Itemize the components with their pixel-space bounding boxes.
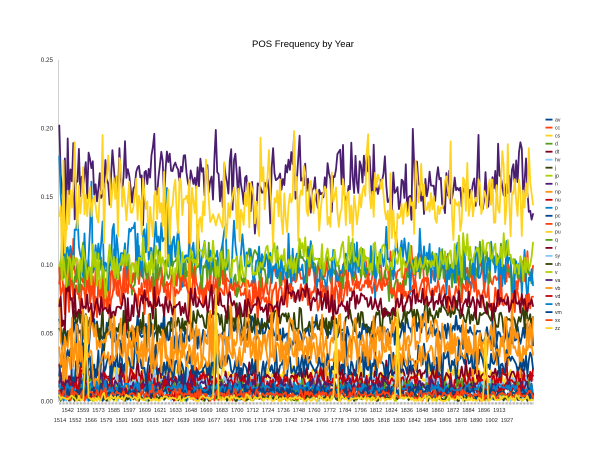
svg-text:1836: 1836 [401, 408, 413, 414]
svg-text:1648: 1648 [185, 408, 197, 414]
svg-text:1677: 1677 [208, 418, 220, 424]
svg-text:p: p [555, 206, 558, 212]
svg-text:1805: 1805 [362, 418, 374, 424]
svg-text:vh: vh [555, 302, 561, 308]
svg-text:1778: 1778 [331, 418, 343, 424]
svg-text:pp: pp [555, 222, 561, 228]
svg-text:1860: 1860 [431, 408, 443, 414]
svg-text:1748: 1748 [293, 408, 305, 414]
svg-text:1609: 1609 [139, 408, 151, 414]
svg-text:dt: dt [555, 150, 560, 156]
svg-text:1712: 1712 [246, 408, 258, 414]
svg-text:xx: xx [555, 318, 561, 324]
svg-text:1627: 1627 [162, 418, 174, 424]
svg-text:1890: 1890 [470, 418, 482, 424]
svg-text:va: va [555, 278, 561, 284]
svg-text:d: d [555, 142, 558, 148]
svg-text:j: j [554, 166, 556, 172]
svg-text:1866: 1866 [439, 418, 451, 424]
svg-text:0.00: 0.00 [41, 399, 54, 406]
svg-text:1597: 1597 [123, 408, 135, 414]
svg-text:0.10: 0.10 [41, 262, 54, 269]
svg-text:1790: 1790 [347, 418, 359, 424]
svg-text:1927: 1927 [501, 418, 513, 424]
svg-text:1585: 1585 [108, 408, 120, 414]
svg-text:0.20: 0.20 [41, 126, 54, 133]
svg-text:zz: zz [555, 326, 561, 332]
svg-text:jp: jp [554, 174, 559, 180]
svg-text:1796: 1796 [354, 408, 366, 414]
svg-text:1639: 1639 [177, 418, 189, 424]
svg-text:vm: vm [555, 310, 562, 316]
svg-text:1854: 1854 [424, 418, 436, 424]
svg-text:1902: 1902 [485, 418, 497, 424]
svg-text:1872: 1872 [447, 408, 459, 414]
svg-text:1736: 1736 [277, 408, 289, 414]
svg-text:1724: 1724 [262, 408, 274, 414]
svg-text:1669: 1669 [200, 408, 212, 414]
svg-text:1691: 1691 [223, 418, 235, 424]
svg-text:1718: 1718 [254, 418, 266, 424]
svg-text:1552: 1552 [69, 418, 81, 424]
svg-text:1621: 1621 [154, 408, 166, 414]
svg-text:1896: 1896 [478, 408, 490, 414]
svg-text:1566: 1566 [85, 418, 97, 424]
svg-text:v: v [555, 270, 558, 276]
svg-text:av: av [555, 117, 561, 123]
svg-text:POS Frequency by Year: POS Frequency by Year [252, 39, 354, 50]
svg-text:sy: sy [555, 254, 561, 260]
svg-text:1842: 1842 [408, 418, 420, 424]
svg-text:0.05: 0.05 [41, 330, 54, 337]
svg-text:hv: hv [555, 158, 561, 164]
svg-text:1591: 1591 [115, 418, 127, 424]
svg-text:cs: cs [555, 133, 561, 139]
svg-text:1742: 1742 [285, 418, 297, 424]
svg-text:1884: 1884 [462, 408, 474, 414]
svg-text:1754: 1754 [300, 418, 312, 424]
svg-text:1812: 1812 [370, 408, 382, 414]
svg-text:1766: 1766 [316, 418, 328, 424]
svg-text:np: np [555, 190, 561, 196]
svg-text:1683: 1683 [216, 408, 228, 414]
svg-text:n: n [555, 182, 558, 188]
svg-text:1730: 1730 [270, 418, 282, 424]
svg-text:1615: 1615 [146, 418, 158, 424]
svg-text:r: r [555, 246, 557, 252]
svg-text:1772: 1772 [323, 408, 335, 414]
svg-text:1603: 1603 [131, 418, 143, 424]
svg-text:1878: 1878 [455, 418, 467, 424]
svg-text:1579: 1579 [100, 418, 112, 424]
svg-text:q: q [555, 238, 558, 244]
svg-text:1706: 1706 [239, 418, 251, 424]
svg-text:vb: vb [555, 286, 561, 292]
svg-text:vd: vd [555, 294, 561, 300]
svg-text:1659: 1659 [192, 418, 204, 424]
svg-text:nu: nu [555, 198, 561, 204]
svg-text:uh: uh [555, 262, 561, 268]
svg-text:0.15: 0.15 [41, 194, 54, 201]
svg-text:1848: 1848 [416, 408, 428, 414]
svg-text:pc: pc [555, 214, 561, 220]
svg-text:0.25: 0.25 [41, 57, 54, 64]
svg-text:1818: 1818 [377, 418, 389, 424]
svg-text:1913: 1913 [493, 408, 505, 414]
svg-text:1760: 1760 [308, 408, 320, 414]
svg-text:1573: 1573 [92, 408, 104, 414]
svg-text:pu: pu [555, 230, 561, 236]
svg-text:1784: 1784 [339, 408, 351, 414]
svg-text:cc: cc [555, 125, 561, 131]
svg-text:1514: 1514 [54, 418, 66, 424]
svg-text:1559: 1559 [77, 408, 89, 414]
svg-text:1830: 1830 [393, 418, 405, 424]
svg-text:1633: 1633 [169, 408, 181, 414]
svg-text:1824: 1824 [385, 408, 397, 414]
svg-text:1700: 1700 [231, 408, 243, 414]
svg-text:1542: 1542 [61, 408, 73, 414]
